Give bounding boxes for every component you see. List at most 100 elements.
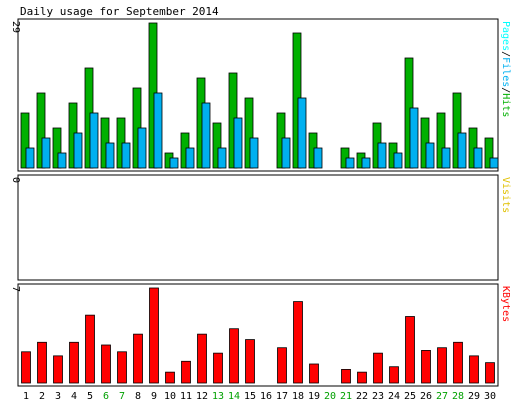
xtick-label-day-17: 17 <box>276 391 288 402</box>
bar-hits-day-13 <box>212 122 222 169</box>
xtick-label-day-16: 16 <box>260 391 272 402</box>
bar-kbytes-day-7 <box>117 351 127 384</box>
bar-kbytes-day-21 <box>341 369 351 384</box>
bar-files-day-10 <box>169 157 179 169</box>
bar-files-day-19 <box>313 147 323 169</box>
bar-files-day-4 <box>73 132 83 169</box>
bar-kbytes-day-4 <box>69 341 79 384</box>
bar-hits-day-30 <box>484 137 494 169</box>
bar-kbytes-day-12 <box>197 333 207 384</box>
bar-hits-day-2 <box>36 92 46 169</box>
bar-kbytes-day-8 <box>133 333 143 384</box>
bar-files-day-6 <box>105 142 115 169</box>
bar-files-day-27 <box>441 147 451 169</box>
bar-kbytes-day-5 <box>85 314 95 384</box>
xtick-label-day-29: 29 <box>468 391 480 402</box>
bar-files-day-26 <box>425 142 435 169</box>
side-label-visits: Visits <box>500 177 511 213</box>
xtick-label-day-26: 26 <box>420 391 432 402</box>
xtick-label-day-22: 22 <box>356 391 368 402</box>
bar-kbytes-day-22 <box>357 371 367 384</box>
bar-hits-day-1 <box>20 112 30 169</box>
bar-files-day-18 <box>297 97 307 169</box>
bar-kbytes-day-17 <box>277 347 287 384</box>
bar-files-day-29 <box>473 147 483 169</box>
bar-files-day-1 <box>25 147 35 169</box>
bar-kbytes-day-29 <box>469 355 479 384</box>
side-label-part-hits-files-pages-3: / <box>500 87 511 93</box>
bar-files-day-9 <box>153 92 163 169</box>
xtick-label-day-28: 28 <box>452 391 464 402</box>
bar-kbytes-day-25 <box>405 316 415 384</box>
bar-kbytes-day-27 <box>437 347 447 384</box>
xtick-label-day-24: 24 <box>388 391 400 402</box>
ytick-label-kbytes: 7 <box>10 286 21 292</box>
bar-files-day-15 <box>249 137 259 169</box>
bar-files-day-13 <box>217 147 227 169</box>
bar-kbytes-day-3 <box>53 355 63 384</box>
xtick-label-day-30: 30 <box>484 391 496 402</box>
bar-kbytes-day-23 <box>373 352 383 384</box>
xtick-label-day-10: 10 <box>164 391 176 402</box>
bar-kbytes-day-30 <box>485 362 495 384</box>
bar-files-day-3 <box>57 152 67 169</box>
side-label-kbytes: KBytes <box>500 286 511 322</box>
xtick-label-day-11: 11 <box>180 391 192 402</box>
bar-files-day-2 <box>41 137 51 169</box>
bar-kbytes-day-2 <box>37 341 47 384</box>
xtick-label-day-23: 23 <box>372 391 384 402</box>
xtick-label-day-8: 8 <box>135 391 141 402</box>
bar-files-day-11 <box>185 147 195 169</box>
bar-kbytes-day-19 <box>309 363 319 384</box>
bar-files-day-22 <box>361 157 371 169</box>
bar-files-day-5 <box>89 112 99 169</box>
xtick-label-day-7: 7 <box>119 391 125 402</box>
xtick-label-day-25: 25 <box>404 391 416 402</box>
xtick-label-day-13: 13 <box>212 391 224 402</box>
xtick-label-day-19: 19 <box>308 391 320 402</box>
bar-files-day-8 <box>137 127 147 169</box>
panel-frame-visits <box>17 174 499 281</box>
bar-kbytes-day-10 <box>165 371 175 384</box>
xtick-label-day-3: 3 <box>55 391 61 402</box>
bar-kbytes-day-28 <box>453 341 463 384</box>
xtick-label-day-15: 15 <box>244 391 256 402</box>
bar-files-day-7 <box>121 142 131 169</box>
ytick-label-visits: 0 <box>10 177 21 183</box>
bar-kbytes-day-26 <box>421 350 431 384</box>
xtick-label-day-9: 9 <box>151 391 157 402</box>
side-label-part-hits-files-pages-4: Hits <box>500 93 511 117</box>
bar-files-day-14 <box>233 117 243 169</box>
xtick-label-day-1: 1 <box>23 391 29 402</box>
bar-files-day-24 <box>393 152 403 169</box>
bar-kbytes-day-14 <box>229 328 239 384</box>
bar-kbytes-day-6 <box>101 344 111 384</box>
xtick-label-day-20: 20 <box>324 391 336 402</box>
xtick-label-day-5: 5 <box>87 391 93 402</box>
panel-frame-hits-files-pages <box>17 18 499 172</box>
bar-files-day-25 <box>409 107 419 169</box>
xtick-label-day-21: 21 <box>340 391 352 402</box>
side-label-part-hits-files-pages-2: Files <box>500 57 511 87</box>
bar-kbytes-day-24 <box>389 366 399 384</box>
xtick-label-day-4: 4 <box>71 391 77 402</box>
ytick-label-hits-files-pages: 29 <box>10 21 21 33</box>
side-label-part-hits-files-pages-0: Pages <box>500 21 511 51</box>
bar-kbytes-day-1 <box>21 351 31 384</box>
bar-files-day-28 <box>457 132 467 169</box>
bar-files-day-30 <box>489 157 499 169</box>
bar-hits-day-28 <box>452 92 462 169</box>
xtick-label-day-14: 14 <box>228 391 240 402</box>
xtick-label-day-27: 27 <box>436 391 448 402</box>
bar-kbytes-day-18 <box>293 301 303 384</box>
xtick-label-day-2: 2 <box>39 391 45 402</box>
bar-kbytes-day-15 <box>245 339 255 384</box>
side-label-part-kbytes-0: KBytes <box>500 286 511 322</box>
bar-files-day-21 <box>345 157 355 169</box>
bar-files-day-17 <box>281 137 291 169</box>
xtick-label-day-18: 18 <box>292 391 304 402</box>
chart-title: Daily usage for September 2014 <box>20 5 219 18</box>
bar-kbytes-day-11 <box>181 360 191 384</box>
xtick-label-day-12: 12 <box>196 391 208 402</box>
